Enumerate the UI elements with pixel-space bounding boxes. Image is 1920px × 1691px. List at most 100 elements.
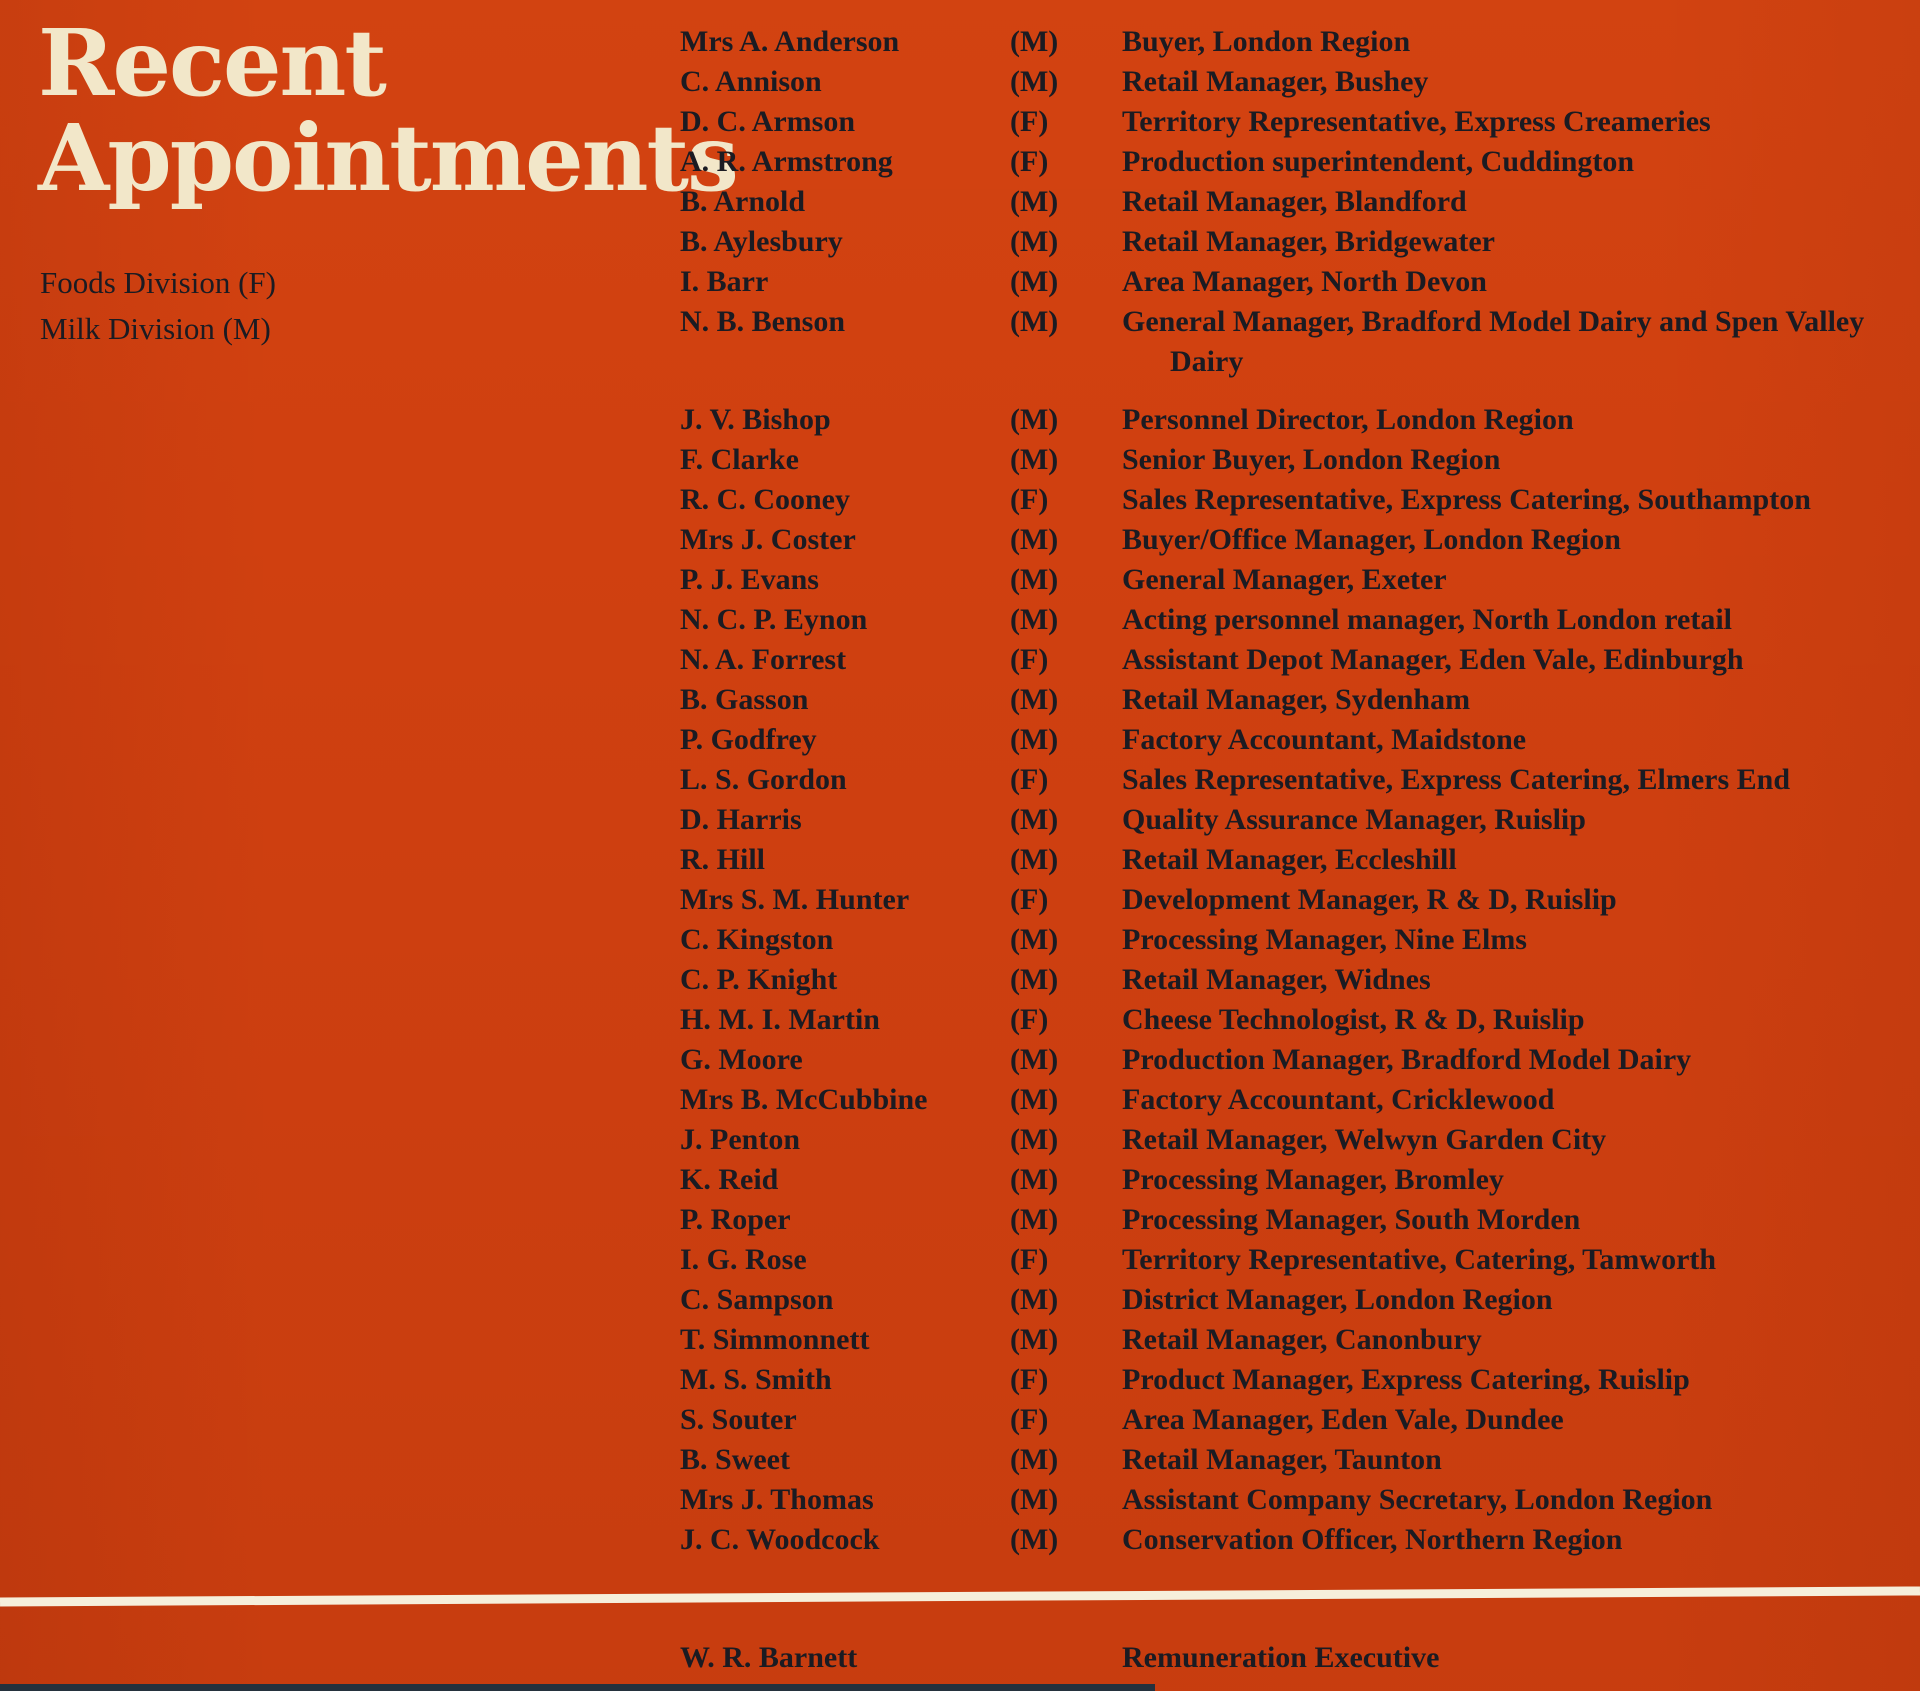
division-tag: (M) xyxy=(1010,1443,1059,1476)
division-tag: (M) xyxy=(1010,723,1059,756)
list-item: I. Barr (M) Area Manager, North Devon xyxy=(680,262,1912,302)
appointee-name: B. Gasson xyxy=(680,683,809,716)
division-key-milk: Milk Division (M) xyxy=(40,311,271,346)
appointee-name: I. Barr xyxy=(680,265,769,298)
page-title: Recent Appointments xyxy=(38,9,739,206)
division-tag: (M) xyxy=(1010,843,1059,876)
appointment-title: Production superintendent, Cuddington xyxy=(1122,145,1635,178)
list-item: Mrs J. Thomas (M) Assistant Company Secr… xyxy=(680,1480,1912,1520)
appointment-title: Sales Representative, Express Catering, … xyxy=(1122,763,1791,796)
list-item: B. Gasson (M) Retail Manager, Sydenham xyxy=(680,680,1912,720)
appointee-name: J. Penton xyxy=(680,1123,800,1156)
appointee-name: D. C. Armson xyxy=(680,105,856,138)
appointment-title: Production Manager, Bradford Model Dairy xyxy=(1122,1043,1692,1076)
division-tag: (M) xyxy=(1010,563,1059,596)
appointment-title: Assistant Company Secretary, London Regi… xyxy=(1122,1483,1713,1516)
appointment-title: Cheese Technologist, R & D, Ruislip xyxy=(1122,1003,1585,1036)
division-tag: (F) xyxy=(1010,105,1049,138)
appointment-title: Area Manager, North Devon xyxy=(1122,265,1487,298)
appointment-title: Area Manager, Eden Vale, Dundee xyxy=(1122,1403,1564,1436)
appointee-name: G. Moore xyxy=(680,1043,803,1076)
division-tag: (M) xyxy=(1010,443,1059,476)
division-tag: (M) xyxy=(1010,1283,1059,1316)
appointee-name: R. Hill xyxy=(680,843,766,876)
appointment-title: Acting personnel manager, North London r… xyxy=(1122,603,1733,636)
list-item: C. Sampson (M) District Manager, London … xyxy=(680,1280,1912,1320)
list-item: D. C. Armson (F) Territory Representativ… xyxy=(680,102,1912,142)
division-tag: (M) xyxy=(1010,683,1059,716)
division-tag: (M) xyxy=(1010,1523,1059,1556)
list-item: Mrs A. Anderson (M) Buyer, London Region xyxy=(680,22,1912,62)
appointee-name: S. Souter xyxy=(680,1403,797,1436)
appointment-title: Territory Representative, Express Creame… xyxy=(1122,105,1711,138)
division-tag: (M) xyxy=(1010,1043,1059,1076)
list-item: I. G. Rose (F) Territory Representative,… xyxy=(680,1240,1912,1280)
division-key-foods: Foods Division (F) xyxy=(40,265,276,300)
list-item: G. Moore (M) Production Manager, Bradfor… xyxy=(680,1040,1912,1080)
appointee-name: F. Clarke xyxy=(680,443,799,476)
division-tag: (M) xyxy=(1010,803,1059,836)
list-item: N. C. P. Eynon (M) Acting personnel mana… xyxy=(680,600,1912,640)
division-tag: (M) xyxy=(1010,403,1059,436)
list-item: H. M. I. Martin (F) Cheese Technologist,… xyxy=(680,1000,1912,1040)
list-item: N. A. Forrest (F) Assistant Depot Manage… xyxy=(680,640,1912,680)
list-item: R. C. Cooney (F) Sales Representative, E… xyxy=(680,480,1912,520)
appointee-name: L. S. Gordon xyxy=(680,763,847,796)
appointee-name: I. G. Rose xyxy=(680,1243,807,1276)
footer-appointment-title: Remuneration Executive xyxy=(1122,1641,1440,1674)
division-tag: (M) xyxy=(1010,963,1059,996)
appointee-name: D. Harris xyxy=(680,803,802,836)
list-item: T. Simmonnett (M) Retail Manager, Canonb… xyxy=(680,1320,1912,1360)
page-title-line1: Recent xyxy=(38,9,387,117)
appointment-title: Retail Manager, Sydenham xyxy=(1122,683,1471,716)
list-item: A. R. Armstrong (F) Production superinte… xyxy=(680,142,1912,182)
appointment-title: Factory Accountant, Maidstone xyxy=(1122,723,1527,756)
appointment-title: Territory Representative, Catering, Tamw… xyxy=(1122,1243,1717,1276)
appointments-list: Mrs A. Anderson (M) Buyer, London Region… xyxy=(680,22,1912,1560)
appointee-name: Mrs J. Coster xyxy=(680,523,856,556)
appointee-name: B. Aylesbury xyxy=(680,225,843,258)
appointment-title: Processing Manager, Nine Elms xyxy=(1122,923,1527,956)
appointee-name: Mrs A. Anderson xyxy=(680,25,900,58)
list-item: M. S. Smith (F) Product Manager, Express… xyxy=(680,1360,1912,1400)
appointee-name: J. V. Bishop xyxy=(680,403,831,436)
appointee-name: P. Godfrey xyxy=(680,723,817,756)
division-key: Foods Division (F) Milk Division (M) xyxy=(40,260,276,352)
list-item: S. Souter (F) Area Manager, Eden Vale, D… xyxy=(680,1400,1912,1440)
appointment-title: Retail Manager, Bridgewater xyxy=(1122,225,1495,258)
appointment-title: Development Manager, R & D, Ruislip xyxy=(1122,883,1617,916)
division-tag: (M) xyxy=(1010,25,1059,58)
appointee-name: N. C. P. Eynon xyxy=(680,603,868,636)
division-tag: (M) xyxy=(1010,1483,1059,1516)
division-tag: (F) xyxy=(1010,1363,1049,1396)
appointment-title: Retail Manager, Taunton xyxy=(1122,1443,1442,1476)
division-tag: (M) xyxy=(1010,523,1059,556)
appointment-title: Senior Buyer, London Region xyxy=(1122,443,1501,476)
appointment-title: Processing Manager, Bromley xyxy=(1122,1163,1504,1196)
division-tag: (F) xyxy=(1010,883,1049,916)
list-item: B. Sweet (M) Retail Manager, Taunton xyxy=(680,1440,1912,1480)
appointment-title: Buyer/Office Manager, London Region xyxy=(1122,523,1621,556)
appointee-name: Mrs B. McCubbine xyxy=(680,1083,928,1116)
appointment-title: Sales Representative, Express Catering, … xyxy=(1122,483,1811,516)
appointee-name: N. A. Forrest xyxy=(680,643,847,676)
appointee-name: M. S. Smith xyxy=(680,1363,832,1396)
appointee-name: B. Sweet xyxy=(680,1443,790,1476)
appointee-name: N. B. Benson xyxy=(680,305,846,338)
division-tag: (F) xyxy=(1010,1403,1049,1436)
list-item: P. Roper (M) Processing Manager, South M… xyxy=(680,1200,1912,1240)
list-item: P. J. Evans (M) General Manager, Exeter xyxy=(680,560,1912,600)
appointment-title: Conservation Officer, Northern Region xyxy=(1122,1523,1623,1556)
appointment-title: Quality Assurance Manager, Ruislip xyxy=(1122,803,1586,836)
list-item: P. Godfrey (M) Factory Accountant, Maids… xyxy=(680,720,1912,760)
list-item: C. Kingston (M) Processing Manager, Nine… xyxy=(680,920,1912,960)
division-tag: (F) xyxy=(1010,1003,1049,1036)
bottom-edge-bar xyxy=(0,1684,1155,1691)
list-item: C. P. Knight (M) Retail Manager, Widnes xyxy=(680,960,1912,1000)
appointment-title: General Manager, Bradford Model Dairy an… xyxy=(1122,305,1865,378)
appointee-name: C. Sampson xyxy=(680,1283,834,1316)
division-tag: (F) xyxy=(1010,643,1049,676)
appointment-title: Buyer, London Region xyxy=(1122,25,1411,58)
appointee-name: H. M. I. Martin xyxy=(680,1003,880,1036)
